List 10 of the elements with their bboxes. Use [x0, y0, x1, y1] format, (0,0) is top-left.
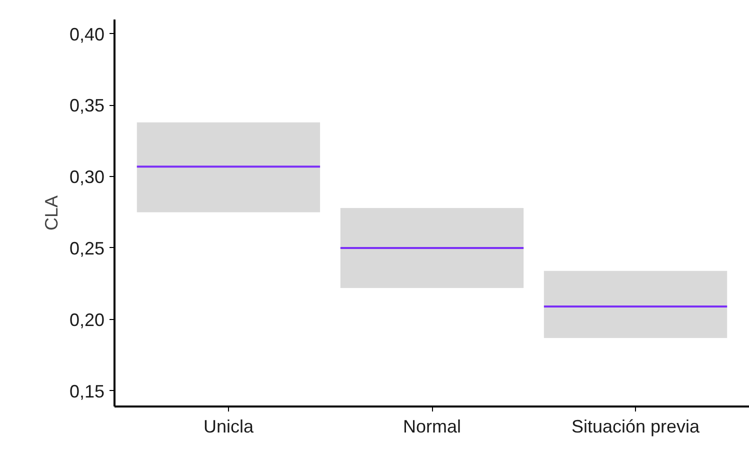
y-tick-label: 0,40: [69, 24, 105, 44]
x-tick-label: Situación previa: [571, 416, 701, 436]
y-tick-label: 0,35: [69, 96, 105, 116]
x-tick-label: Unicla: [203, 416, 254, 436]
y-tick-label: 0,15: [69, 381, 105, 402]
y-tick-label: 0,20: [69, 310, 105, 330]
x-tick-label: Normal: [402, 416, 462, 436]
y-axis-title: CLA: [41, 195, 62, 231]
y-tick-label: 0,30: [69, 167, 105, 188]
y-tick-label: 0,25: [69, 238, 105, 258]
